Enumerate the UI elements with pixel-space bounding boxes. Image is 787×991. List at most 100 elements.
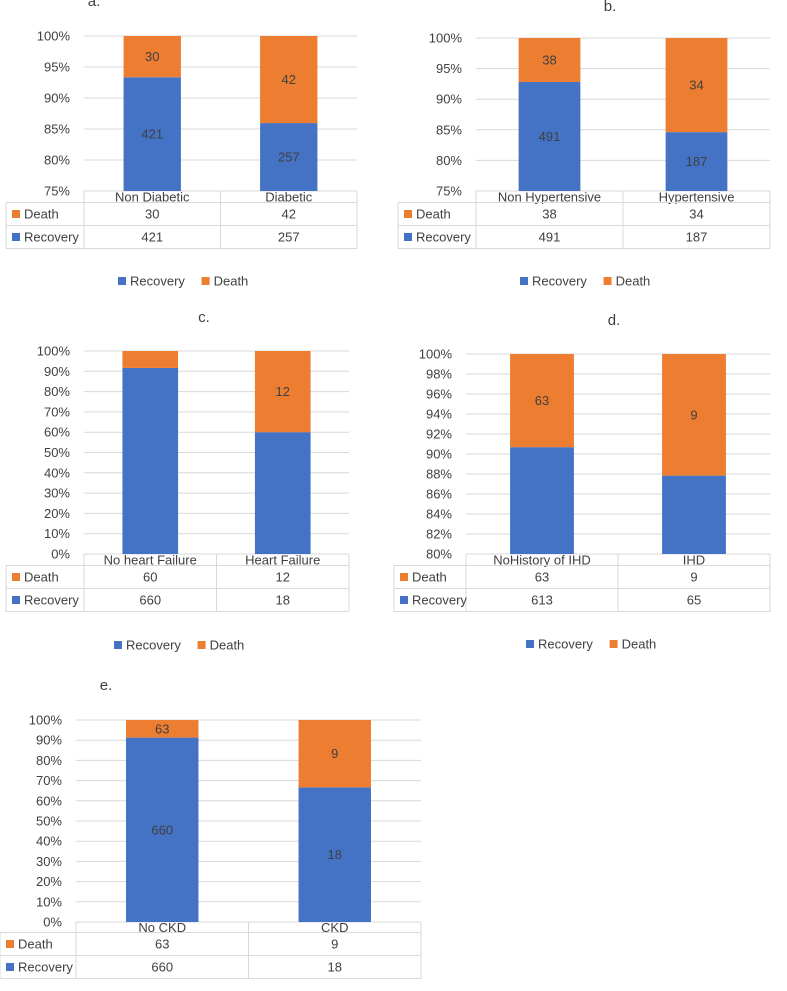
y-tick-label: 90% bbox=[36, 733, 62, 748]
table-cell: 38 bbox=[542, 207, 556, 222]
table-category-label: Non Diabetic bbox=[115, 189, 190, 204]
table-cell: 491 bbox=[539, 230, 561, 245]
table-legend-key-recovery bbox=[400, 596, 408, 604]
bar-death bbox=[662, 354, 726, 476]
data-label: 660 bbox=[151, 822, 173, 837]
table-cell: 421 bbox=[141, 230, 163, 245]
bar-death bbox=[123, 36, 181, 78]
table-legend-key-recovery bbox=[404, 233, 412, 241]
y-tick-label: 100% bbox=[37, 29, 71, 44]
legend-key-recovery bbox=[526, 640, 534, 648]
y-tick-label: 85% bbox=[436, 122, 462, 137]
data-label: 63 bbox=[535, 393, 549, 408]
y-tick-label: 90% bbox=[44, 364, 70, 379]
table-cell: 63 bbox=[535, 570, 549, 585]
bar-recovery bbox=[662, 475, 726, 554]
table-legend-key-recovery bbox=[12, 596, 20, 604]
y-tick-label: 84% bbox=[426, 507, 452, 522]
y-tick-label: 70% bbox=[44, 404, 70, 419]
bar-death bbox=[665, 38, 728, 133]
y-tick-label: 100% bbox=[429, 31, 463, 46]
y-tick-label: 98% bbox=[426, 367, 452, 382]
y-tick-label: 30% bbox=[36, 854, 62, 869]
y-tick-label: 92% bbox=[426, 427, 452, 442]
y-tick-label: 80% bbox=[436, 153, 462, 168]
table-row-label: Recovery bbox=[18, 960, 73, 975]
legend-key-death bbox=[603, 277, 612, 285]
table-row-label: Death bbox=[412, 570, 447, 585]
table-cell: 18 bbox=[328, 960, 342, 975]
y-tick-label: 80% bbox=[426, 547, 452, 562]
y-tick-label: 50% bbox=[44, 445, 70, 460]
table-cell: 9 bbox=[331, 937, 338, 952]
y-tick-label: 20% bbox=[36, 874, 62, 889]
data-label: 12 bbox=[276, 384, 290, 399]
legend-label: Death bbox=[622, 637, 657, 652]
chart-title: e. bbox=[100, 677, 113, 694]
y-tick-label: 10% bbox=[36, 894, 62, 909]
table-cell: 12 bbox=[276, 570, 290, 585]
table-cell: 30 bbox=[145, 207, 159, 222]
data-label: 63 bbox=[155, 721, 169, 736]
y-tick-label: 60% bbox=[36, 793, 62, 808]
bar-death bbox=[254, 351, 311, 433]
legend-key-death bbox=[197, 641, 206, 649]
y-tick-label: 0% bbox=[51, 547, 70, 562]
y-tick-label: 95% bbox=[436, 61, 462, 76]
table-row-label: Recovery bbox=[416, 230, 471, 245]
table-legend-key-recovery bbox=[12, 233, 20, 241]
chart-panel-3: c. 0% 10% 20% 30% 40% 50% 60% 70% 80% 90% 100% 12 No … bbox=[5, 309, 350, 653]
y-tick-label: 94% bbox=[426, 407, 452, 422]
table-legend-key-death bbox=[6, 940, 14, 948]
table-category-label: IHD bbox=[683, 552, 705, 567]
y-tick-label: 90% bbox=[426, 447, 452, 462]
bar-recovery bbox=[665, 132, 728, 191]
y-tick-label: 40% bbox=[44, 465, 70, 480]
chart-title: c. bbox=[198, 309, 210, 326]
bar-recovery bbox=[126, 737, 199, 922]
bar-recovery bbox=[122, 367, 179, 554]
legend-key-recovery bbox=[520, 277, 528, 285]
data-label: 42 bbox=[282, 72, 296, 87]
y-tick-label: 95% bbox=[44, 60, 70, 75]
bar-death bbox=[518, 38, 581, 82]
table-category-label: Non Hypertensive bbox=[498, 189, 601, 204]
data-label: 491 bbox=[539, 129, 561, 144]
data-label: 18 bbox=[328, 847, 342, 862]
table-cell: 187 bbox=[686, 230, 708, 245]
table-legend-key-death bbox=[12, 210, 20, 218]
bar-death bbox=[126, 720, 199, 738]
bar-recovery bbox=[298, 787, 371, 922]
y-tick-label: 0% bbox=[43, 915, 62, 930]
y-tick-label: 80% bbox=[44, 153, 70, 168]
data-label: 187 bbox=[686, 154, 708, 169]
data-label: 30 bbox=[145, 49, 159, 64]
legend-label: Death bbox=[616, 274, 651, 289]
chart-panel-4: d. 80% 82% 84% 86% 88% 90% 92% 94% 96% 98% 100% 63 9 N… bbox=[393, 312, 771, 652]
y-tick-label: 60% bbox=[44, 425, 70, 440]
y-tick-label: 70% bbox=[36, 773, 62, 788]
y-tick-label: 100% bbox=[419, 347, 453, 362]
legend-label: Recovery bbox=[532, 274, 587, 289]
legend-label: Recovery bbox=[538, 637, 593, 652]
y-tick-label: 88% bbox=[426, 467, 452, 482]
table-row-label: Death bbox=[416, 207, 451, 222]
legend-label: Death bbox=[210, 638, 245, 653]
y-tick-label: 100% bbox=[37, 344, 71, 359]
table-row-label: Recovery bbox=[24, 593, 79, 608]
table-legend-key-recovery bbox=[6, 963, 14, 971]
table-category-label: No heart Failure bbox=[104, 552, 197, 567]
table-category-label: Diabetic bbox=[265, 189, 312, 204]
y-tick-label: 90% bbox=[436, 92, 462, 107]
legend-label: Death bbox=[214, 274, 249, 289]
y-tick-label: 100% bbox=[29, 713, 63, 728]
y-tick-label: 75% bbox=[436, 184, 462, 199]
data-label: 9 bbox=[690, 407, 697, 422]
table-cell: 613 bbox=[531, 593, 553, 608]
y-tick-label: 85% bbox=[44, 122, 70, 137]
table-cell: 60 bbox=[143, 570, 157, 585]
table-legend-key-death bbox=[404, 210, 412, 218]
bar-recovery bbox=[510, 447, 574, 554]
legend-key-recovery bbox=[114, 641, 122, 649]
data-label: 421 bbox=[141, 127, 163, 142]
